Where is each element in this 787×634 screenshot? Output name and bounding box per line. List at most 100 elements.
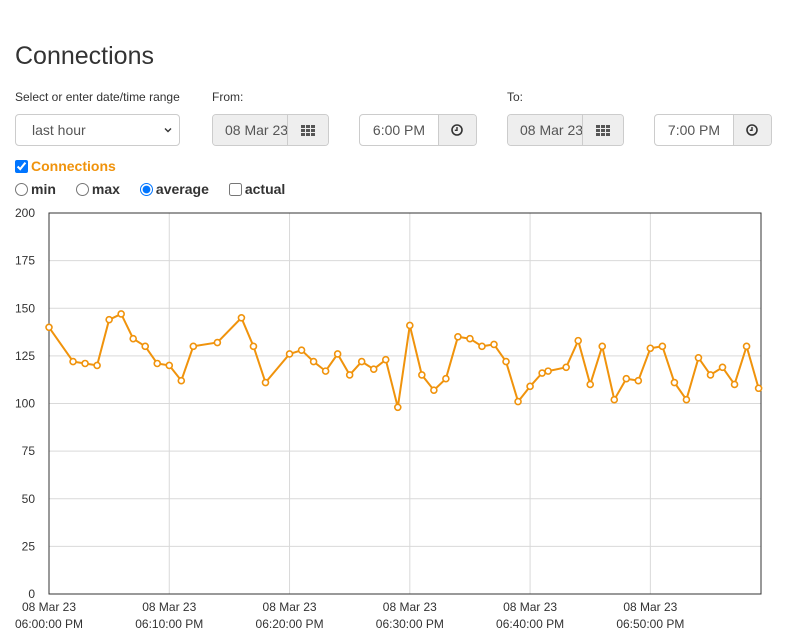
- to-calendar-button[interactable]: [582, 115, 623, 145]
- average-radio[interactable]: [139, 182, 153, 196]
- min-label: min: [31, 181, 56, 197]
- x-tick-label: 08 Mar 23: [22, 600, 76, 614]
- data-point: [261, 378, 270, 387]
- y-tick-label: 25: [22, 539, 36, 553]
- data-point: [309, 357, 318, 366]
- range-select[interactable]: last hour: [15, 114, 180, 146]
- data-point: [682, 395, 691, 404]
- data-point: [502, 357, 510, 366]
- mode-average[interactable]: average: [139, 181, 209, 197]
- from-time-input[interactable]: 6:00 PM: [372, 122, 426, 138]
- data-point: [574, 336, 582, 345]
- data-point: [622, 374, 631, 383]
- x-tick-label: 08 Mar 23: [383, 600, 437, 614]
- from-calendar-button[interactable]: [287, 115, 328, 145]
- data-point: [285, 350, 294, 358]
- data-point: [249, 342, 258, 351]
- data-point: [670, 378, 679, 387]
- data-point: [754, 384, 763, 393]
- calendar-grid-icon: [596, 124, 611, 136]
- data-point: [514, 397, 522, 406]
- to-label: To:: [507, 90, 524, 104]
- x-tick-label: 08 Mar 23: [503, 600, 557, 614]
- data-point: [490, 340, 498, 349]
- x-tick-label: 06:40:00 PM: [496, 617, 564, 631]
- clock-icon: [451, 124, 464, 136]
- data-point: [93, 361, 101, 370]
- data-point: [237, 313, 246, 322]
- data-point: [45, 323, 53, 332]
- data-point: [406, 321, 414, 330]
- series-toggle: Connections: [15, 158, 116, 174]
- connections-checkbox[interactable]: [15, 159, 28, 173]
- data-point: [610, 395, 619, 404]
- to-time-input[interactable]: 7:00 PM: [667, 122, 721, 138]
- max-label: max: [91, 181, 120, 197]
- data-point: [189, 342, 198, 351]
- data-point: [177, 376, 186, 385]
- data-point: [430, 386, 438, 394]
- x-tick-label: 06:10:00 PM: [135, 617, 203, 631]
- range-label: Select or enter date/time range: [15, 90, 180, 104]
- from-time-group: 6:00 PM: [359, 114, 477, 146]
- clock-icon: [746, 124, 759, 136]
- max-radio[interactable]: [75, 182, 89, 196]
- x-tick-label: 06:30:00 PM: [376, 617, 444, 631]
- data-point: [742, 342, 751, 351]
- data-point: [333, 350, 342, 358]
- data-point: [442, 374, 450, 383]
- data-point: [393, 403, 402, 412]
- data-point: [369, 365, 378, 374]
- data-point: [129, 334, 137, 343]
- data-point: [153, 359, 162, 368]
- data-point: [141, 342, 150, 351]
- from-label: From:: [212, 90, 244, 104]
- data-point: [706, 371, 715, 379]
- data-point: [105, 315, 113, 324]
- x-tick-label: 08 Mar 23: [142, 600, 196, 614]
- range-select-value: last hour: [32, 122, 86, 138]
- from-date-group: 08 Mar 23: [212, 114, 329, 146]
- data-point: [730, 380, 739, 389]
- to-clock-button[interactable]: [732, 115, 771, 145]
- to-date-input[interactable]: 08 Mar 23: [508, 115, 583, 145]
- average-label: average: [155, 181, 209, 197]
- to-time-group: 7:00 PM: [654, 114, 772, 146]
- y-tick-label: 50: [22, 492, 36, 506]
- data-point: [466, 334, 474, 343]
- data-point: [598, 342, 607, 351]
- aggregation-options: min max average actual: [15, 181, 305, 197]
- data-point: [634, 376, 643, 385]
- y-tick-label: 125: [15, 349, 35, 363]
- calendar-grid-icon: [301, 124, 316, 136]
- data-point: [454, 333, 462, 341]
- to-date-group: 08 Mar 23: [507, 114, 624, 146]
- data-point: [297, 346, 306, 354]
- connections-chart: 0 25 50 75 100 125 150 175 200 08 Mar 23 06:00:00 …: [15, 206, 763, 631]
- x-tick-label: 08 Mar 23: [263, 600, 317, 614]
- actual-checkbox[interactable]: [228, 182, 242, 196]
- data-point: [646, 344, 655, 353]
- y-tick-label: 200: [15, 206, 35, 220]
- data-point: [718, 363, 727, 372]
- data-point: [381, 355, 390, 364]
- y-tick-label: 75: [22, 444, 36, 458]
- y-tick-label: 100: [15, 397, 35, 411]
- mode-min[interactable]: min: [15, 181, 56, 197]
- from-clock-button[interactable]: [437, 115, 476, 145]
- min-radio[interactable]: [15, 182, 28, 196]
- data-point: [321, 367, 330, 375]
- x-tick-label: 06:50:00 PM: [616, 617, 684, 631]
- data-point: [538, 369, 546, 377]
- x-tick-label: 08 Mar 23: [623, 600, 677, 614]
- y-tick-label: 150: [15, 301, 35, 315]
- y-tick-label: 0: [28, 587, 35, 601]
- data-point: [213, 338, 222, 347]
- data-point: [81, 359, 89, 368]
- mode-actual[interactable]: actual: [228, 181, 285, 197]
- from-date-input[interactable]: 08 Mar 23: [213, 115, 288, 145]
- mode-max[interactable]: max: [75, 181, 120, 197]
- chevron-down-icon: [164, 128, 172, 133]
- data-point: [345, 371, 354, 379]
- data-point: [117, 310, 125, 318]
